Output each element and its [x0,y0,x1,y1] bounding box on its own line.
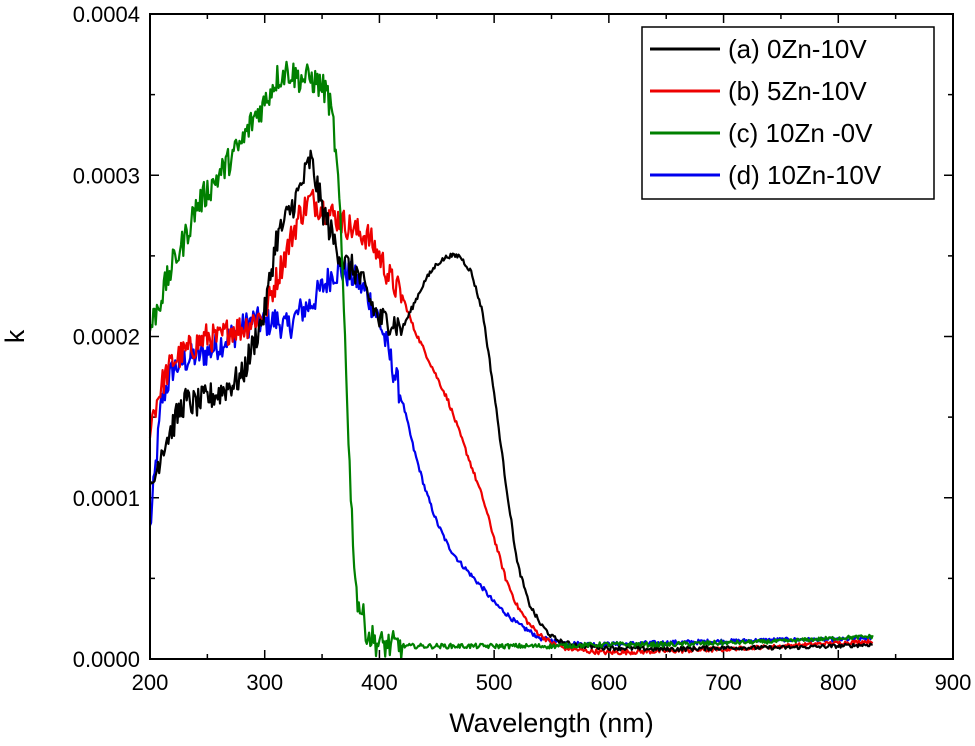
y-tick-label: 0.0002 [73,325,140,350]
legend-label: (b) 5Zn-10V [728,76,867,106]
x-tick-label: 800 [820,670,857,695]
x-axis-title: Wavelength (nm) [449,708,654,738]
y-tick-labels: 0.0000 0.0001 0.0002 0.0003 0.0004 [73,2,140,672]
series-line [148,60,874,661]
x-tick-label: 200 [132,670,169,695]
y-axis-title: k [0,329,30,343]
y-tick-label: 0.0000 [73,647,140,672]
series-line [148,188,874,656]
x-tick-labels: 200 300 400 500 600 700 800 900 [132,670,972,695]
legend: (a) 0Zn-10V (b) 5Zn-10V (c) 10Zn -0V (d) 10… [641,26,935,200]
series-layer [148,60,874,661]
y-tick-label: 0.0001 [73,486,140,511]
plot-frame [149,13,954,660]
y-tick-label: 0.0004 [73,2,140,27]
legend-box [641,26,935,200]
y-tick-label: 0.0003 [73,163,140,188]
series-line [148,149,873,653]
x-tick-label: 700 [705,670,742,695]
x-tick-label: 400 [361,670,398,695]
legend-label: (d) 10Zn-10V [728,160,882,190]
x-tick-label: 500 [476,670,513,695]
x-tick-label: 300 [246,670,283,695]
x-tick-label: 900 [935,670,972,695]
legend-label: (a) 0Zn-10V [728,34,867,64]
x-tick-label: 600 [590,670,627,695]
legend-label: (c) 10Zn -0V [728,118,873,148]
